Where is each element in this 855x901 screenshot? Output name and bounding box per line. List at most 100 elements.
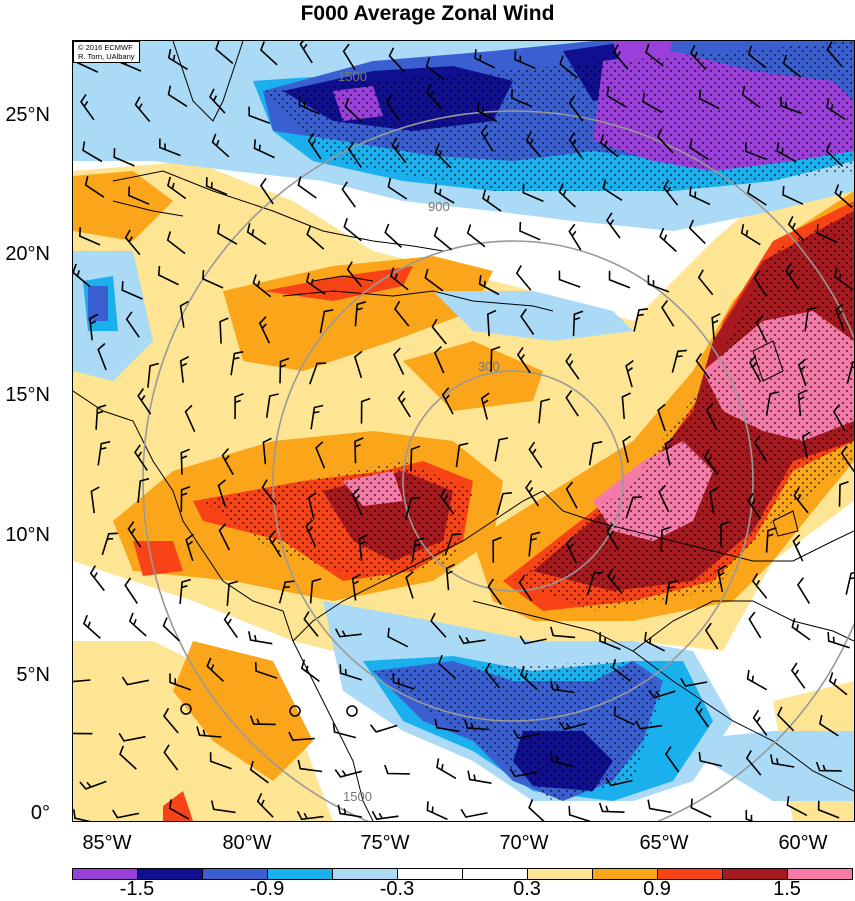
wind-barb: [522, 183, 544, 203]
wind-barb: [661, 300, 675, 327]
wind-barb: [388, 47, 406, 73]
wind-barb: [834, 184, 853, 209]
wind-barb: [598, 802, 625, 813]
wind-barb: [838, 480, 849, 507]
wind-barb: [827, 631, 850, 649]
wind-barb: [389, 267, 409, 291]
wind-barb: [819, 714, 839, 737]
wind-barb: [405, 571, 414, 599]
wind-barb: [339, 664, 362, 681]
wind-barb: [180, 485, 191, 512]
wind-barb: [80, 93, 95, 121]
wind-barb: [431, 318, 447, 345]
wind-barb: [538, 398, 551, 424]
wind-barb: [741, 85, 761, 109]
wind-barb: [384, 764, 410, 775]
wind-barb: [219, 317, 229, 344]
wind-barb: [492, 536, 502, 563]
wind-barb: [797, 389, 807, 417]
wind-barb: [825, 98, 846, 120]
ring-label-1500-sw: 1500: [343, 789, 372, 804]
wind-barb: [612, 44, 629, 70]
wind-barb: [101, 532, 118, 556]
wind-barb: [309, 362, 327, 385]
wind-barb: [217, 224, 238, 245]
wind-barb: [484, 662, 501, 689]
wind-barb: [78, 227, 101, 246]
wind-barb: [608, 270, 631, 289]
lat-label-0: 0°: [30, 802, 50, 824]
wind-barb: [510, 88, 533, 108]
wind-barb: [341, 181, 356, 208]
wind-barb: [490, 346, 501, 372]
wind-barb: [525, 131, 542, 158]
wind-barb: [797, 358, 807, 386]
wind-barb: [611, 658, 631, 682]
wind-barb: [309, 578, 322, 604]
lat-label-5n: 5°N: [16, 664, 50, 686]
wind-barb: [385, 94, 400, 121]
colorbar-swatch: [658, 869, 723, 879]
wind-barb: [688, 219, 706, 245]
wind-barb: [410, 445, 421, 472]
wind-barb: [95, 404, 107, 430]
wind-barb: [179, 300, 189, 328]
wind-barb: [298, 96, 320, 115]
wind-barb: [572, 310, 584, 337]
lon-label-65w: 65°W: [639, 832, 689, 854]
wind-barb: [180, 448, 190, 475]
wind-barb: [249, 760, 269, 784]
wind-barb: [404, 496, 421, 520]
wind-barb: [434, 183, 455, 204]
wind-barb: [344, 97, 362, 123]
wind-barb: [342, 43, 356, 71]
wind-barb: [747, 492, 762, 520]
wind-barb: [354, 437, 364, 464]
wind-barb: [647, 799, 672, 814]
wind-barb: [633, 308, 649, 332]
wind-barb: [587, 571, 604, 595]
wind-barb: [334, 769, 363, 778]
wind-barb: [776, 142, 797, 163]
colorbar-swatch: [528, 869, 593, 879]
wind-barb: [664, 438, 674, 466]
wind-barb: [528, 799, 545, 821]
wind-barb: [558, 721, 587, 731]
wind-barb: [602, 179, 623, 201]
ring-label-1500: 1500: [338, 69, 367, 84]
wind-barb: [128, 612, 147, 637]
wind-barb: [689, 138, 710, 161]
wind-barb: [202, 269, 224, 289]
wind-barb: [606, 212, 621, 239]
wind-barb: [657, 403, 666, 432]
wind-barb: [360, 397, 371, 424]
wind-barb: [528, 441, 543, 469]
wind-barb: [445, 563, 456, 591]
wind-barb: [351, 573, 361, 601]
wind-barb: [259, 41, 278, 66]
wind-barb: [752, 709, 768, 736]
wind-barb: [196, 726, 222, 738]
wind-barb: [745, 810, 754, 821]
wind-barb: [89, 313, 99, 341]
wind-barb: [444, 533, 462, 556]
lon-label-60w: 60°W: [778, 832, 828, 854]
wind-barb: [387, 627, 409, 648]
wind-barb: [607, 568, 623, 595]
wind-barb: [306, 225, 325, 250]
wind-barb: [487, 578, 502, 605]
wind-barb: [680, 677, 708, 687]
wind-barb: [426, 801, 448, 821]
wind-barb: [565, 481, 578, 509]
colorbar-label-neg0p9: -0.9: [249, 878, 285, 900]
wind-barb: [169, 673, 192, 691]
wind-barb: [796, 577, 811, 605]
wind-barb: [303, 611, 319, 637]
wind-barb: [118, 732, 146, 742]
wind-barb: [259, 177, 274, 205]
wind-barb: [332, 723, 357, 739]
wind-barb: [780, 96, 802, 115]
wind-barb: [369, 724, 398, 733]
wind-barb: [703, 449, 719, 476]
wind-barb: [430, 612, 447, 638]
